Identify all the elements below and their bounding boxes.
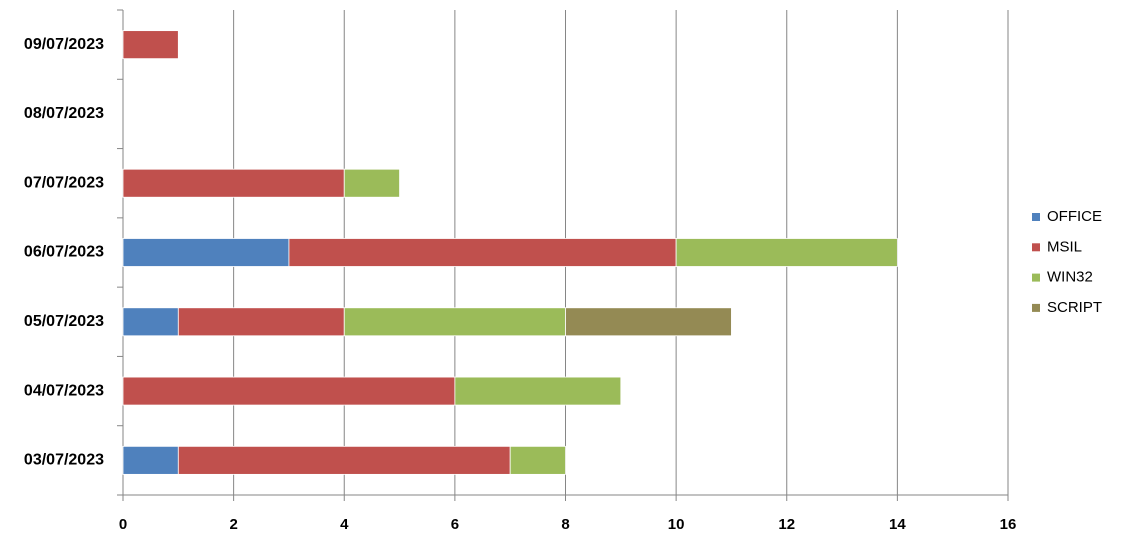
bar-segment [122, 168, 345, 198]
x-tick-label: 12 [778, 516, 795, 533]
legend-label: SCRIPT [1047, 299, 1102, 316]
x-tick-label: 0 [119, 516, 127, 533]
legend-swatch [1032, 303, 1040, 312]
y-tick-label: 07/07/2023 [24, 174, 104, 191]
x-tick-label: 8 [561, 516, 569, 533]
legend-label: WIN32 [1047, 269, 1093, 286]
x-tick-label: 14 [889, 516, 906, 533]
y-tick-label: 03/07/2023 [24, 452, 104, 469]
bar-segment [122, 238, 290, 267]
bar-segment [343, 307, 566, 337]
bar-segment [343, 168, 400, 198]
x-tick-label: 6 [451, 516, 459, 533]
x-tick-label: 2 [229, 516, 237, 533]
x-tick-label: 16 [1000, 516, 1017, 533]
legend-swatch [1032, 273, 1040, 282]
bar-segment [122, 30, 179, 60]
bar-segment [675, 238, 898, 267]
y-tick-label: 09/07/2023 [24, 36, 104, 53]
bar-segment [177, 307, 345, 337]
y-tick-label: 05/07/2023 [24, 313, 104, 330]
bar-segment [122, 307, 179, 337]
x-tick-label: 4 [340, 516, 349, 533]
bar-segment [122, 376, 456, 406]
y-tick-label: 08/07/2023 [24, 105, 104, 122]
bar-segment [288, 238, 677, 267]
bar-segment [177, 445, 511, 475]
bar-segment [122, 445, 179, 475]
legend-swatch [1032, 243, 1040, 252]
bar-segment [509, 445, 566, 475]
legend-swatch [1032, 213, 1040, 221]
y-tick-label: 04/07/2023 [24, 382, 104, 399]
bar-segment [454, 376, 622, 406]
x-tick-label: 10 [668, 516, 685, 533]
legend-label: MSIL [1047, 238, 1082, 255]
bar-segment [565, 307, 732, 337]
y-tick-label: 06/07/2023 [24, 244, 104, 261]
legend-label: OFFICE [1047, 208, 1102, 225]
